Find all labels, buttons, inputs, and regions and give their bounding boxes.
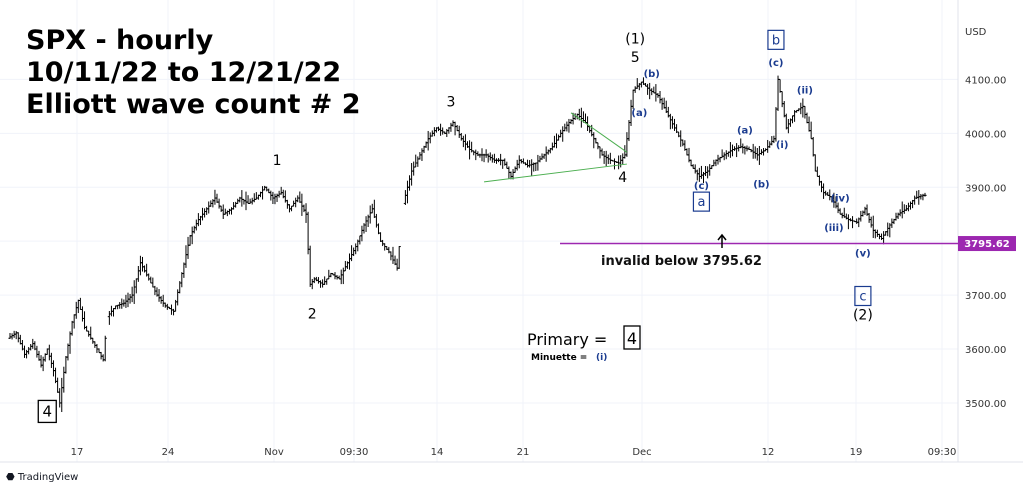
wave-boxed-label: c [854, 285, 872, 307]
chart-title-line-1: SPX - hourly [26, 25, 214, 56]
minuette-degree-label: Minuette = [531, 353, 587, 363]
wave-sublabel: (iv) [831, 193, 850, 204]
wave-label: (2) [853, 307, 873, 323]
wave-boxed-text: a [697, 195, 705, 210]
wave-boxed-label: a [692, 191, 711, 212]
wave-box [854, 285, 872, 307]
triangle-trendline [483, 163, 627, 183]
invalid-below-note: invalid below 3795.62 [601, 254, 762, 269]
wave-boxed-text: 4 [42, 402, 52, 420]
wave-sublabel: (v) [855, 248, 871, 259]
plot-background [0, 0, 960, 462]
primary-degree-box [623, 325, 641, 350]
wave-sublabel: (a) [737, 125, 753, 136]
primary-degree-value: 4 [627, 329, 637, 348]
y-tick-label: 4100.00 [965, 75, 1006, 86]
tradingview-wordmark: TradingView [17, 472, 79, 483]
currency-label: USD [965, 27, 987, 38]
x-axis-ticks: 17 24 Nov 09:30 14 21 Dec 12 19 09:30 [71, 447, 957, 458]
ohlc-bar [397, 246, 401, 269]
price-level-tag[interactable] [958, 236, 1016, 252]
wave-sublabel: (b) [644, 69, 660, 80]
x-tick-label: 24 [162, 447, 175, 458]
wave-label: 4 [618, 170, 627, 186]
triangle-trendline [570, 112, 628, 153]
wave-sublabel: (a) [631, 108, 647, 119]
wave-sublabel: (c) [694, 181, 709, 192]
x-tick-label: Nov [264, 447, 284, 458]
wave-label: (1) [625, 31, 645, 47]
wave-sublabel: (c) [768, 58, 783, 69]
x-tick-label: 19 [850, 447, 863, 458]
ohlc-bar [923, 192, 927, 197]
y-tick-label: 3500.00 [965, 399, 1006, 410]
wave-sublabel: (i) [776, 140, 789, 151]
x-tick-label: 21 [517, 447, 530, 458]
x-tick-label: Dec [632, 447, 651, 458]
wave-box [37, 399, 57, 424]
x-tick-label: 09:30 [928, 447, 957, 458]
up-arrow-icon [717, 233, 727, 248]
chart-title-line-3: Elliott wave count # 2 [26, 89, 361, 120]
price-level-tag-label: 3795.62 [964, 239, 1010, 250]
y-tick-label: 3600.00 [965, 345, 1006, 356]
wave-box [767, 29, 785, 50]
tradingview-logo[interactable]: ⬣ TradingView [6, 472, 78, 483]
wave-label: 3 [446, 94, 455, 110]
wave-sublabel: (iii) [824, 223, 843, 234]
triangle-trendlines [483, 112, 628, 183]
wave-label: 1 [273, 153, 282, 169]
wave-sublabel: (b) [753, 179, 769, 190]
y-tick-label: 4000.00 [965, 129, 1006, 140]
ohlc-bar [103, 335, 107, 362]
wave-label: 5 [631, 50, 640, 66]
wave-boxed-label: 4 [37, 399, 57, 424]
minuette-degree-value: (i) [596, 353, 607, 363]
wave-sublabel: (ii) [797, 85, 813, 96]
wave-label: 2 [308, 306, 317, 322]
wave-box [692, 191, 711, 212]
wave-boxed-label: b [767, 29, 785, 50]
x-tick-label: 12 [762, 447, 775, 458]
x-tick-label: 09:30 [340, 447, 369, 458]
price-series [8, 75, 927, 413]
y-tick-label: 3700.00 [965, 291, 1006, 302]
wave-boxed-text: b [772, 33, 780, 48]
elliott-wave-labels: 1 2 3 4 5 (1) (a) (b) (c) a (a) (b) (c) b (i) (ii) (iii)… [37, 29, 873, 424]
wave-boxed-text: c [859, 289, 866, 304]
grid-lines [0, 0, 958, 462]
primary-degree-label: Primary = [527, 330, 607, 349]
y-tick-label: 3900.00 [965, 183, 1006, 194]
chart-title-line-2: 10/11/22 to 12/21/22 [26, 57, 341, 88]
x-tick-label: 14 [431, 447, 444, 458]
x-tick-label: 17 [71, 447, 84, 458]
tradingview-icon: ⬣ [6, 472, 15, 483]
